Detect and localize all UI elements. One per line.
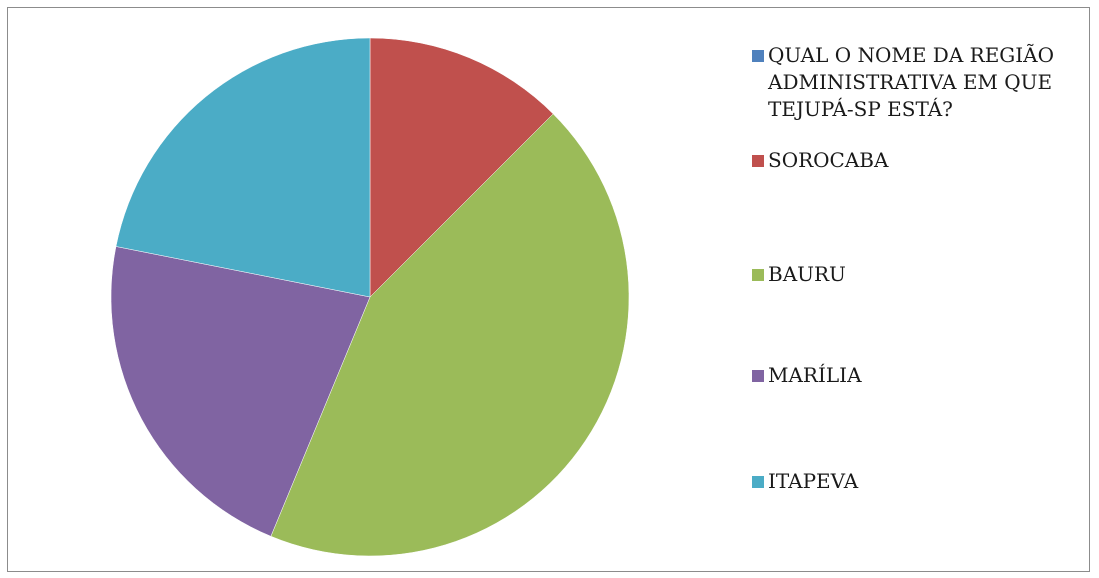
chart-frame: QUAL O NOME DA REGIÃO ADMINISTRATIVA EM … xyxy=(7,7,1090,572)
pie-slice-itapeva xyxy=(115,37,371,298)
pie-slice-sorocaba xyxy=(369,37,554,298)
legend-swatch-itapeva xyxy=(752,476,764,488)
legend-label-question: QUAL O NOME DA REGIÃO ADMINISTRATIVA EM … xyxy=(768,43,1055,121)
pie-slice-bauru xyxy=(270,113,630,557)
legend-label-sorocaba: SOROCABA xyxy=(768,148,889,172)
legend-label-itapeva: ITAPEVA xyxy=(768,469,859,493)
pie-chart xyxy=(110,37,630,557)
legend-swatch-bauru xyxy=(752,269,764,281)
legend-swatch-question xyxy=(752,50,764,62)
legend-label-marilia: MARÍLIA xyxy=(768,363,862,387)
legend-label-bauru: BAURU xyxy=(768,262,846,286)
legend-swatch-sorocaba xyxy=(752,155,764,167)
legend-swatch-marilia xyxy=(752,370,764,382)
pie-slice-marilia xyxy=(110,246,371,537)
